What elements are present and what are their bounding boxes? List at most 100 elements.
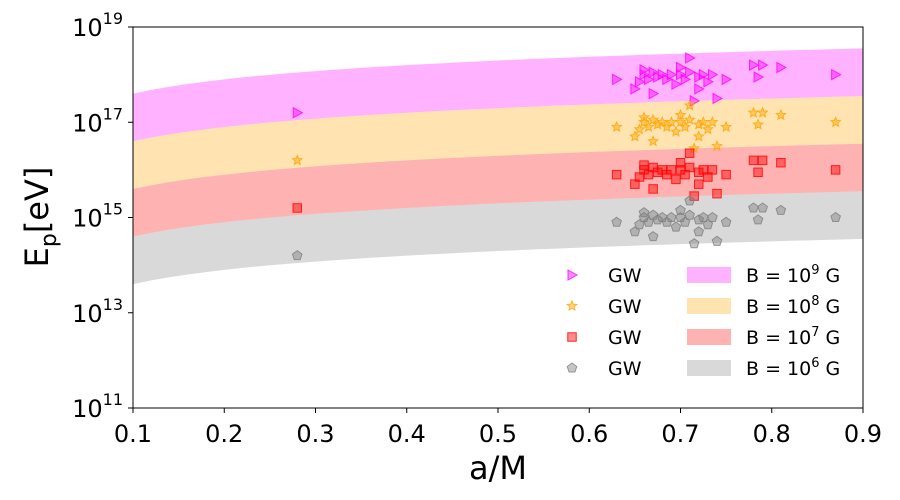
data-point-s1-1 [610, 120, 623, 133]
y-tick-label: 1011 [72, 390, 123, 423]
data-point-s2-26 [721, 169, 731, 180]
data-point-s3-0 [291, 249, 303, 261]
data-point-s1-20 [692, 130, 705, 142]
data-point-s0-17 [685, 52, 696, 64]
data-point-s1-28 [752, 118, 765, 130]
data-point-s0-30 [776, 61, 787, 74]
y-tick-label: 1015 [72, 200, 123, 233]
data-point-s2-30 [776, 157, 786, 168]
data-point-s1-2 [628, 130, 641, 142]
data-point-s0-26 [721, 73, 733, 86]
y-axis-label-unit: [eV] [18, 167, 56, 234]
data-point-s3-25 [711, 235, 723, 246]
data-point-s0-12 [666, 68, 678, 81]
legend-band-label-2: B = 107 G [746, 325, 840, 349]
band-1 [133, 96, 863, 189]
data-point-s2-5 [639, 160, 649, 170]
data-point-s3-17 [684, 195, 695, 206]
data-point-s3-15 [675, 204, 686, 215]
legend-swatch-1 [687, 298, 731, 314]
data-point-s2-1 [611, 169, 622, 180]
x-tick-label: 0.2 [205, 420, 243, 448]
legend-label-1: GW [608, 296, 642, 318]
data-point-s3-28 [752, 214, 764, 225]
legend-band-label-1: B = 108 G [746, 294, 840, 318]
y-axis-label-main: E [18, 247, 56, 267]
data-point-s3-26 [720, 216, 732, 227]
data-point-s2-27 [748, 155, 759, 166]
data-point-s1-17 [683, 99, 696, 111]
legend: GW GW GW GW B = 109 G B = 108 G B = 107 G B = 1… [565, 263, 840, 380]
data-point-s0-24 [707, 68, 719, 81]
data-point-s1-31 [829, 116, 842, 128]
legend-swatch-0 [687, 267, 731, 283]
points-layer [291, 52, 842, 261]
data-point-s1-6 [642, 120, 655, 133]
x-tick-label: 0.9 [844, 420, 882, 448]
data-point-s0-15 [676, 61, 687, 74]
legend-label-0: GW [608, 265, 642, 287]
data-point-s2-20 [694, 179, 704, 189]
data-point-s3-18 [684, 209, 695, 220]
data-point-s3-31 [830, 211, 841, 222]
y-tick-label: 1019 [72, 9, 123, 42]
x-tick-label: 0.1 [114, 420, 152, 448]
bands-layer [133, 48, 863, 285]
data-point-s2-12 [666, 165, 677, 175]
data-point-s2-8 [648, 184, 658, 194]
data-point-s2-25 [712, 188, 722, 199]
data-point-s1-29 [756, 106, 769, 118]
data-point-s0-1 [612, 73, 623, 86]
data-point-s3-24 [707, 211, 718, 222]
data-point-s1-3 [633, 123, 646, 135]
data-point-s3-12 [666, 211, 677, 222]
data-point-s1-15 [674, 108, 687, 121]
data-point-s2-24 [707, 165, 718, 175]
data-point-s3-11 [661, 216, 673, 227]
legend-marker-2 [567, 332, 577, 342]
data-point-s3-13 [670, 221, 682, 232]
data-point-s1-0 [291, 154, 304, 166]
data-point-s1-23 [701, 123, 714, 135]
data-point-s2-28 [753, 167, 763, 178]
x-tick-label: 0.3 [296, 420, 334, 448]
data-point-s3-19 [688, 238, 700, 249]
data-point-s1-14 [674, 116, 687, 128]
data-point-s3-27 [748, 202, 759, 213]
legend-label-3: GW [608, 358, 642, 380]
data-point-s1-4 [637, 116, 651, 128]
data-point-s0-20 [694, 83, 705, 95]
legend-swatch-2 [687, 329, 731, 345]
data-point-s1-13 [669, 125, 682, 137]
data-point-s0-27 [749, 59, 760, 71]
legend-band-label-0: B = 109 G [746, 263, 840, 287]
data-point-s1-30 [774, 108, 787, 121]
data-point-s0-29 [758, 59, 769, 71]
data-point-s0-8 [648, 87, 660, 100]
legend-label-2: GW [608, 327, 642, 349]
data-point-s2-0 [292, 203, 302, 213]
data-point-s1-26 [720, 120, 733, 133]
legend-swatch-3 [687, 360, 731, 376]
data-point-s3-20 [693, 226, 705, 237]
data-point-s3-8 [647, 230, 659, 242]
x-axis-ticks: 0.1 0.2 0.3 0.4 0.5 0.6 0.7 0.8 0.9 [114, 408, 882, 448]
data-point-s2-31 [830, 165, 841, 175]
data-point-s3-29 [757, 202, 768, 213]
data-point-s0-13 [671, 78, 682, 90]
y-axis-label: Ep[eV] [18, 167, 62, 268]
data-point-s3-30 [775, 204, 787, 215]
data-point-s0-28 [753, 71, 765, 83]
y-tick-label: 1013 [72, 295, 123, 328]
data-point-s0-5 [639, 64, 651, 76]
legend-marker-0 [567, 269, 579, 281]
y-tick-label: 1017 [72, 104, 123, 137]
data-point-s1-8 [647, 134, 660, 147]
x-axis-label: a/M [469, 449, 527, 487]
x-tick-label: 0.6 [570, 420, 608, 448]
y-axis-label-sub: p [37, 233, 62, 247]
legend-marker-3 [566, 362, 578, 373]
data-point-s1-25 [710, 139, 724, 152]
data-point-s2-15 [675, 157, 686, 168]
